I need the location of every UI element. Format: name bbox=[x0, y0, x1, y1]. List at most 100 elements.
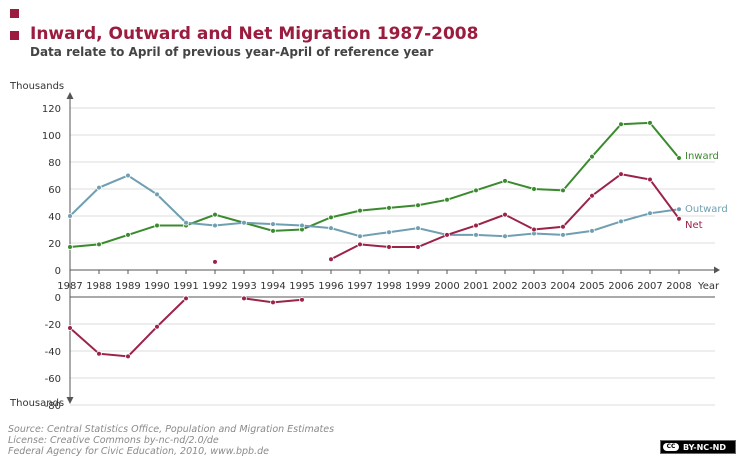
x-tick-label-2004: 2004 bbox=[550, 281, 575, 292]
title-marker-top bbox=[10, 9, 19, 18]
series-label-inward: Inward bbox=[685, 151, 719, 162]
point-net-2006 bbox=[618, 171, 624, 177]
x-tick-label-1998: 1998 bbox=[376, 281, 401, 292]
x-tick-label-2002: 2002 bbox=[492, 281, 517, 292]
x-tick-label-2008: 2008 bbox=[666, 281, 691, 292]
x-tick-label-2003: 2003 bbox=[521, 281, 546, 292]
point-net-1992 bbox=[212, 259, 218, 265]
point-net-2001 bbox=[473, 222, 479, 229]
x-axis-label: Year bbox=[697, 281, 720, 292]
point-net-1991 bbox=[183, 295, 189, 302]
y-tick-label-20: 20 bbox=[48, 239, 61, 250]
x-tick-label-1990: 1990 bbox=[144, 281, 169, 292]
point-inward-1999 bbox=[415, 202, 421, 209]
point-outward-1988 bbox=[96, 184, 102, 191]
y-axis-label-bottom: Thousands bbox=[9, 398, 64, 409]
point-net-1990 bbox=[154, 323, 160, 330]
point-inward-2004 bbox=[560, 187, 566, 194]
y-tick-label-neg-0: 0 bbox=[55, 293, 61, 304]
point-outward-1989 bbox=[125, 172, 131, 179]
x-tick-label-1996: 1996 bbox=[318, 281, 343, 292]
point-inward-1996 bbox=[328, 214, 334, 221]
source-line-3: Federal Agency for Civic Education, 2010… bbox=[8, 446, 269, 457]
y-tick-label-neg-60: -60 bbox=[45, 374, 61, 385]
point-outward-2007 bbox=[647, 210, 653, 217]
x-tick-label-1987: 1987 bbox=[57, 281, 82, 292]
cc-license-badge: CC BY-NC-ND bbox=[660, 440, 736, 454]
point-net-1996 bbox=[328, 256, 334, 263]
point-net-1987 bbox=[67, 325, 73, 331]
point-inward-2005 bbox=[589, 153, 595, 160]
point-outward-2006 bbox=[618, 218, 624, 225]
x-tick-label-2005: 2005 bbox=[579, 281, 604, 292]
x-tick-label-1988: 1988 bbox=[86, 281, 111, 292]
point-inward-1988 bbox=[96, 241, 102, 248]
point-net-1998 bbox=[386, 244, 392, 250]
point-net-1995 bbox=[299, 296, 305, 303]
point-inward-1989 bbox=[125, 232, 131, 238]
point-net-2005 bbox=[589, 192, 595, 199]
y-tick-label-0: 0 bbox=[55, 266, 61, 277]
point-outward-1992 bbox=[212, 222, 218, 229]
point-outward-2004 bbox=[560, 232, 566, 238]
y-axis-arrow-up-icon bbox=[66, 92, 74, 99]
title-marker bbox=[10, 31, 19, 40]
source-line-1: Source: Central Statistics Office, Popul… bbox=[8, 424, 335, 435]
point-outward-1998 bbox=[386, 229, 392, 236]
point-inward-1987 bbox=[67, 244, 73, 250]
point-outward-2005 bbox=[589, 228, 595, 234]
series-label-net: Net bbox=[685, 220, 703, 231]
x-tick-label-1997: 1997 bbox=[347, 281, 372, 292]
point-inward-1998 bbox=[386, 205, 392, 211]
x-tick-label-1993: 1993 bbox=[231, 281, 256, 292]
x-tick-label-2000: 2000 bbox=[434, 281, 459, 292]
point-inward-1994 bbox=[270, 228, 276, 234]
x-tick-label-2006: 2006 bbox=[608, 281, 633, 292]
point-net-1988 bbox=[96, 350, 102, 357]
y-axis-arrow-down-icon bbox=[66, 397, 74, 404]
x-tick-label-2001: 2001 bbox=[463, 281, 488, 292]
y-tick-label-80: 80 bbox=[48, 158, 61, 169]
y-axis-label-top: Thousands bbox=[9, 81, 64, 92]
point-inward-1990 bbox=[154, 222, 160, 229]
point-net-2003 bbox=[531, 226, 537, 233]
series-line-inward bbox=[69, 121, 680, 249]
point-inward-2003 bbox=[531, 186, 537, 192]
point-net-1997 bbox=[357, 241, 363, 248]
point-outward-2001 bbox=[473, 232, 479, 238]
y-tick-label-100: 100 bbox=[42, 131, 61, 142]
point-outward-1993 bbox=[241, 219, 247, 226]
source-line-2: License: Creative Commons by-nc-nd/2.0/d… bbox=[8, 435, 219, 446]
point-outward-1987 bbox=[67, 213, 73, 219]
x-tick-label-1992: 1992 bbox=[202, 281, 227, 292]
point-outward-1995 bbox=[299, 222, 305, 229]
y-tick-label-40: 40 bbox=[48, 212, 61, 223]
y-tick-label-120: 120 bbox=[42, 104, 61, 115]
point-outward-2002 bbox=[502, 233, 508, 240]
chart-title: Inward, Outward and Net Migration 1987-2… bbox=[30, 24, 479, 44]
cc-license-label: BY-NC-ND bbox=[683, 443, 727, 452]
x-tick-label-1989: 1989 bbox=[115, 281, 140, 292]
point-inward-2002 bbox=[502, 178, 508, 184]
point-outward-1991 bbox=[183, 219, 189, 226]
point-outward-2008 bbox=[676, 206, 682, 213]
series-line-outward bbox=[69, 174, 680, 238]
point-net-2007 bbox=[647, 176, 653, 183]
point-outward-1996 bbox=[328, 225, 334, 231]
x-axis-arrow-icon bbox=[714, 266, 720, 274]
point-inward-1992 bbox=[212, 211, 218, 218]
point-inward-2001 bbox=[473, 187, 479, 194]
point-outward-1990 bbox=[154, 191, 160, 198]
cc-icon: CC bbox=[663, 443, 679, 451]
point-net-2000 bbox=[444, 232, 450, 238]
point-net-2002 bbox=[502, 211, 508, 218]
point-inward-2000 bbox=[444, 197, 450, 203]
series-label-outward: Outward bbox=[685, 204, 728, 215]
x-tick-label-1995: 1995 bbox=[289, 281, 314, 292]
y-tick-label-neg-40: -40 bbox=[45, 347, 61, 358]
point-outward-1997 bbox=[357, 233, 363, 240]
y-tick-label-neg-20: -20 bbox=[45, 320, 61, 331]
x-tick-label-1999: 1999 bbox=[405, 281, 430, 292]
point-net-2004 bbox=[560, 224, 566, 230]
